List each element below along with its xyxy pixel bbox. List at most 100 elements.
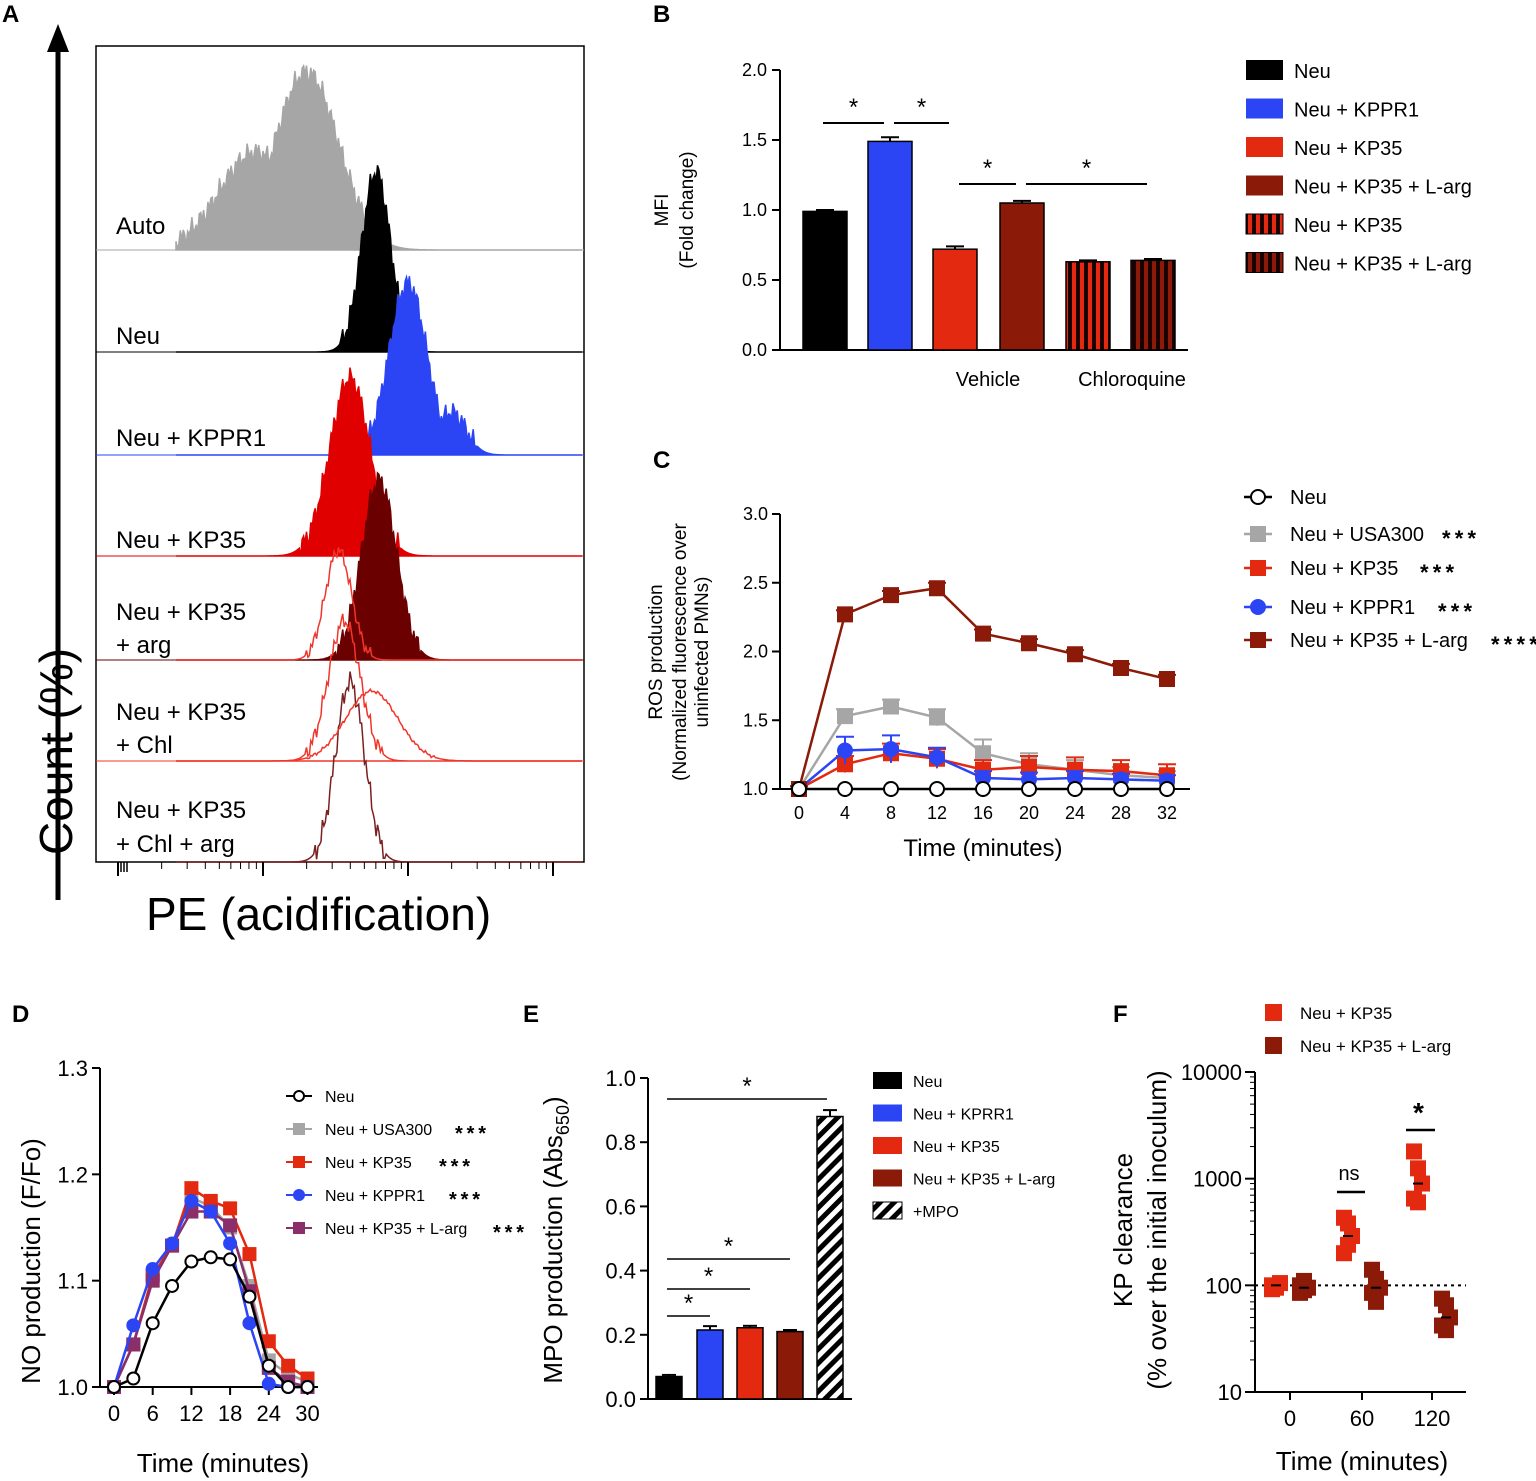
b-sig-star-1: *	[917, 94, 926, 121]
f-point-neu-kp35-l-arg-60-4	[1368, 1293, 1384, 1310]
c-point-neu-kp35-l-arg-2	[883, 587, 899, 604]
e-bar-3-neu-kp35-l-arg	[776, 1330, 804, 1400]
histogram-traces	[96, 63, 584, 863]
panel-b-ylabel-2: (Fold change)	[677, 151, 698, 268]
d-legend-2-star-2: *	[462, 1156, 470, 1178]
d-x-tick-label-1: 6	[147, 1401, 159, 1426]
d-point-neu-kppr1-4	[184, 1193, 199, 1208]
c-legend-1-star-2: *	[1468, 526, 1477, 551]
e-legend-swatch-3	[873, 1169, 902, 1187]
c-y-tick-label-1: 1.5	[743, 710, 768, 730]
c-point-neu-0	[791, 781, 807, 797]
b-legend-label-4: Neu + KP35	[1294, 215, 1402, 237]
c-legend-marker-3	[1250, 599, 1266, 615]
f-point-neu-kp35-l-arg-0-4	[1296, 1282, 1312, 1299]
d-legend-1-star-2: *	[478, 1123, 486, 1145]
d-legend-label-1: Neu + USA300	[325, 1122, 432, 1139]
panel-e-ylabel-end: )	[538, 1096, 568, 1105]
d-legend-marker-0	[293, 1090, 305, 1102]
panel-a-label: A	[2, 1, 19, 28]
c-legend-marker-4	[1250, 632, 1266, 648]
c-point-neu-1	[837, 781, 853, 797]
f-legend-label-0: Neu + KP35	[1300, 1004, 1392, 1023]
d-line-neu-usa300	[112, 1196, 308, 1388]
d-point-neu-10	[300, 1380, 315, 1394]
c-point-neu-kp35-l-arg-6	[1067, 646, 1083, 663]
b-bar-4-neu-kp35	[1065, 261, 1111, 351]
f-point-neu-kp35-120-4	[1410, 1194, 1426, 1211]
d-point-neu-kp35-8	[261, 1334, 276, 1349]
c-x-tick-label-2: 8	[886, 803, 896, 823]
d-legend-1-star-0: *	[455, 1123, 463, 1145]
e-bar-2-neu-kp35	[736, 1326, 764, 1400]
e-sig-star-0: *	[684, 1290, 693, 1317]
c-y-tick-label-4: 3.0	[743, 504, 768, 524]
c-legend-4-star-3: *	[1529, 632, 1536, 657]
c-point-neu-5	[1021, 781, 1037, 797]
b-y-tick-label-0: 0.0	[742, 340, 767, 360]
b-legend-swatch-0	[1246, 60, 1283, 80]
b-sig-star-2: *	[983, 155, 992, 182]
d-legend-3-star-0: *	[449, 1189, 457, 1211]
panel-b-legend: Neu Neu + KPPR1 Neu + KP35 Neu + KP35 + L-a…	[1245, 60, 1472, 276]
f-y-tick-label-0: 10	[1218, 1380, 1242, 1405]
c-point-neu-kp35-l-arg-7	[1113, 660, 1129, 676]
c-point-neu-2	[883, 781, 899, 797]
histogram-chl-shoulder	[176, 687, 582, 762]
c-legend-2-star-0: *	[1420, 560, 1429, 585]
d-legend-label-2: Neu + KP35	[325, 1155, 412, 1172]
e-bar-4-mpo	[816, 1115, 844, 1400]
panel-b: B MFI (Fold change) 0.0 0.5 1.0 1.5 2.0 Vehic…	[652, 1, 1472, 391]
f-point-neu-kp35-60-4	[1340, 1236, 1356, 1253]
f-x-tick-label-2: 120	[1414, 1406, 1451, 1431]
e-sig-star-2: *	[724, 1233, 733, 1260]
panel-c-ylabel-3: uninfected PMNs)	[692, 576, 713, 727]
b-sig-star-3: *	[1082, 155, 1091, 182]
panel-f-legend: Neu + KP35 Neu + KP35 + L-arg	[1265, 1004, 1451, 1056]
d-point-neu-kppr1-3	[165, 1236, 180, 1251]
panel-e-ylabel: MPO production (Abs650)	[538, 1096, 573, 1383]
d-y-tick-label-0: 1.0	[57, 1375, 88, 1400]
c-point-neu-4	[975, 781, 991, 797]
d-x-tick-label-0: 0	[108, 1401, 120, 1426]
panel-a: A Count (%) Auto Neu Neu + KPPR1 Neu + K…	[2, 1, 585, 940]
trace-label-kp35-arg-1: Neu + KP35	[116, 599, 246, 626]
b-bar-2-neu-kp35	[932, 248, 978, 351]
panel-b-chart: 0.0 0.5 1.0 1.5 2.0 Vehicle Chloroquine * * * *	[742, 60, 1188, 391]
d-y-tick-label-1: 1.1	[57, 1269, 88, 1294]
d-point-neu-0	[107, 1380, 121, 1394]
trace-label-kp35-chl-1: Neu + KP35	[116, 699, 246, 726]
b-legend-swatch-3	[1246, 175, 1283, 196]
d-legend-2-star-1: *	[451, 1156, 459, 1178]
f-point-neu-kp35-0-3	[1264, 1281, 1280, 1298]
d-legend-label-4: Neu + KP35 + L-arg	[325, 1221, 467, 1238]
d-x-tick-label-2: 12	[179, 1401, 203, 1426]
f-legend-label-1: Neu + KP35 + L-arg	[1300, 1037, 1451, 1056]
d-point-neu-2	[145, 1316, 160, 1331]
b-legend-swatch-1	[1246, 98, 1283, 119]
e-sig-star-3: *	[742, 1073, 751, 1100]
c-legend-3-star-0: *	[1438, 599, 1447, 624]
d-legend-4-star-1: *	[505, 1222, 513, 1244]
b-y-tick-label-1: 0.5	[742, 270, 767, 290]
f-legend-marker-1	[1265, 1037, 1282, 1054]
c-x-tick-label-8: 32	[1157, 803, 1177, 823]
panel-e: E MPO production (Abs650) 0.00.20.40.60.…	[523, 1001, 1055, 1412]
c-point-neu-kppr1-6	[1067, 770, 1083, 786]
c-legend-marker-1	[1250, 526, 1266, 542]
b-y-tick-label-3: 1.5	[742, 130, 767, 150]
c-point-neu-usa300-2	[883, 698, 899, 715]
f-x-tick-label-0: 0	[1284, 1406, 1296, 1431]
e-legend-label-0: Neu	[913, 1074, 942, 1091]
c-point-neu-7	[1113, 781, 1129, 797]
panel-d-label: D	[12, 1001, 29, 1028]
e-bar-1-neu-kprr1	[696, 1329, 724, 1400]
c-legend-label-3: Neu + KPPR1	[1290, 597, 1415, 619]
f-sig-label-1: *	[1413, 1097, 1424, 1128]
trace-label-kp35: Neu + KP35	[116, 527, 246, 554]
c-point-neu-kp35-l-arg-8	[1159, 671, 1175, 687]
d-legend-label-0: Neu	[325, 1089, 354, 1106]
d-point-neu-7	[242, 1289, 257, 1304]
c-point-neu-kp35-5	[1021, 759, 1037, 775]
